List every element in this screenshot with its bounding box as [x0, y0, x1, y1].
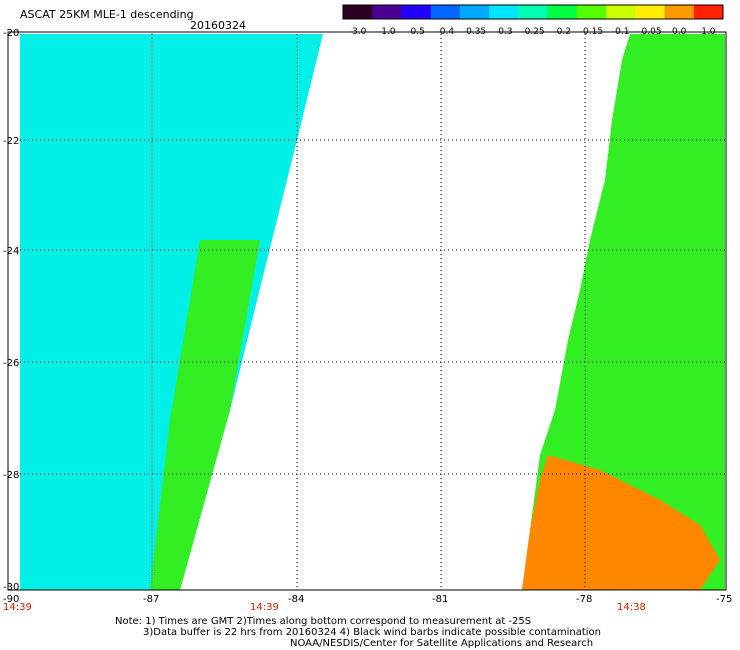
lon-label: -75 — [716, 594, 732, 605]
lat-label: -20 — [3, 28, 19, 39]
map-area: -20 -22 -24 -26 -28 -30 -90 -87 -84 -81 … — [3, 28, 732, 613]
colorbar-swatch — [576, 5, 607, 19]
colorbar-swatch — [459, 5, 490, 19]
left-swath-band — [150, 240, 260, 590]
note-line-3: NOAA/NESDIS/Center for Satellite Applica… — [290, 638, 594, 649]
colorbar-swatch — [664, 5, 695, 19]
lat-label: -22 — [3, 136, 19, 147]
colorbar-swatch — [343, 5, 373, 19]
colorbar-swatch — [693, 5, 724, 19]
map-frame — [7, 31, 727, 591]
lat-label: -26 — [3, 358, 19, 369]
colorbar-swatch — [606, 5, 636, 19]
colorbar-frame — [342, 4, 724, 20]
lon-label: -90 — [3, 594, 19, 605]
left-swath — [20, 34, 323, 590]
contamination-region — [522, 455, 720, 590]
time-label: 14:39 — [3, 602, 32, 613]
colorbar-swatch — [372, 5, 402, 19]
colorbar-swatch — [430, 5, 461, 19]
colorbar-swatch — [518, 5, 549, 19]
map-date: 20160324 — [190, 19, 246, 32]
time-label: 14:39 — [250, 602, 279, 613]
right-swath — [522, 34, 725, 590]
lat-label: -30 — [3, 582, 19, 593]
colorbar-swatch — [635, 5, 666, 19]
lat-label: -24 — [3, 246, 19, 257]
grid-lines — [20, 34, 725, 590]
note-line-2: 3)Data buffer is 22 hrs from 20160324 4)… — [143, 627, 601, 638]
colorbar-swatch — [489, 5, 519, 19]
lat-label: -28 — [3, 470, 19, 481]
time-label: 14:38 — [617, 602, 646, 613]
colorbar-swatch — [547, 5, 578, 19]
note-line-1: Note: 1) Times are GMT 2)Times along bot… — [115, 616, 532, 627]
colorbar-swatch — [401, 5, 432, 19]
lon-label: -78 — [576, 594, 592, 605]
lon-label: -84 — [288, 594, 304, 605]
map-title: ASCAT 25KM MLE-1 descending — [20, 8, 194, 21]
lon-label: -81 — [432, 594, 448, 605]
lon-label: -87 — [143, 594, 159, 605]
